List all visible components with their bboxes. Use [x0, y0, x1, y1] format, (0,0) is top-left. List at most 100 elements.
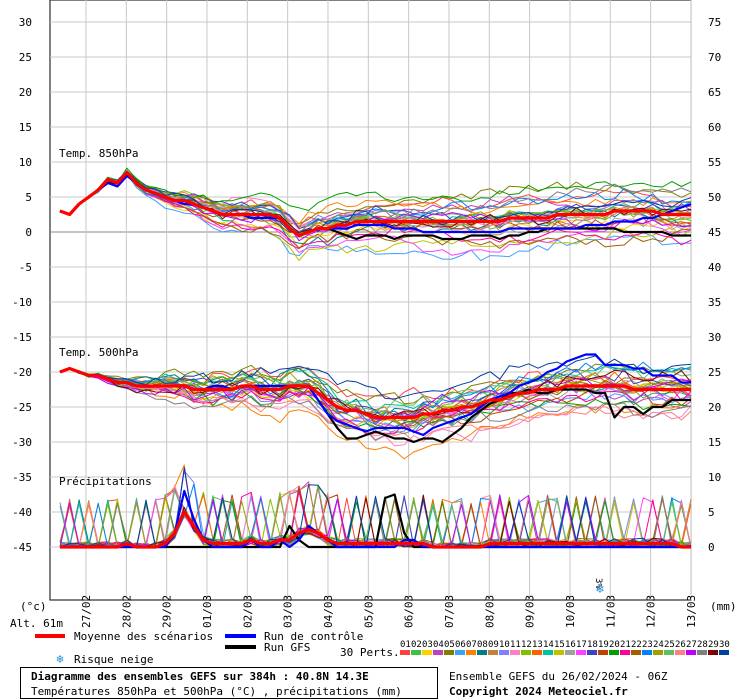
x-tick-label: 07/03 — [443, 595, 456, 628]
right-tick-label: 55 — [708, 156, 721, 169]
right-tick-label: 5 — [708, 506, 715, 519]
pert-legend-swatch — [697, 650, 707, 655]
pert-legend-swatch — [554, 650, 564, 655]
pert-legend-swatch — [631, 650, 641, 655]
left-tick-label: 30 — [19, 16, 32, 29]
right-tick-label: 60 — [708, 121, 721, 134]
pert-legend-label: 24 — [653, 640, 664, 650]
x-tick-label: 29/02 — [161, 595, 174, 628]
pert-legend-swatch — [499, 650, 509, 655]
pert-legend-swatch — [653, 650, 663, 655]
pert-legend-swatch — [510, 650, 520, 655]
left-tick-label: 0 — [25, 226, 32, 239]
pert-legend-swatch — [598, 650, 608, 655]
legend-gfs-label: Run GFS — [264, 641, 310, 654]
left-tick-label: -35 — [12, 471, 32, 484]
pert-legend-label: 06 — [455, 640, 466, 650]
pert-legend-label: 25 — [664, 640, 675, 650]
pert-legend-swatch — [620, 650, 630, 655]
pert-legend-label: 17 — [576, 640, 587, 650]
x-tick-label: 09/03 — [524, 595, 537, 628]
right-tick-label: 20 — [708, 401, 721, 414]
perturbation-line-t500 — [59, 368, 692, 441]
pert-legend-label: 02 — [411, 640, 422, 650]
legend-snow-label: Risque neige — [74, 653, 153, 666]
left-tick-label: 25 — [19, 51, 32, 64]
run-info: Ensemble GEFS du 26/02/2024 - 06Z — [449, 670, 668, 683]
right-tick-label: 75 — [708, 16, 721, 29]
legend: Moyenne des scénarios Run de contrôle Ru… — [35, 630, 730, 666]
pert-legend-swatch — [466, 650, 476, 655]
pert-legend-swatch — [411, 650, 421, 655]
perturbation-line-t500 — [59, 368, 692, 435]
pert-legend-label: 16 — [565, 640, 576, 650]
pert-legend-swatch — [477, 650, 487, 655]
pert-legend-swatch — [576, 650, 586, 655]
series-line-t500 — [59, 366, 691, 420]
pert-legend-label: 12 — [521, 640, 532, 650]
perturbation-line-t500 — [59, 368, 692, 420]
left-tick-label: -15 — [12, 331, 32, 344]
perturbation-line-t850 — [59, 173, 692, 249]
pert-legend-label: 28 — [697, 640, 708, 650]
perturbation-line-t500 — [59, 366, 692, 412]
x-tick-label: 06/03 — [403, 595, 416, 628]
pert-legend-swatch — [609, 650, 619, 655]
pert-legend-label: 20 — [609, 640, 620, 650]
pert-legend-swatch — [708, 650, 718, 655]
left-tick-label: 5 — [25, 191, 32, 204]
footer-subtitle: Températures 850hPa et 500hPa (°C) , pré… — [31, 685, 402, 698]
left-tick-label: 10 — [19, 156, 32, 169]
perturbation-line-t850 — [59, 167, 692, 215]
perturbation-line-t500 — [59, 368, 692, 434]
pert-legend-label: 21 — [620, 640, 631, 650]
pert-legend-label: 14 — [543, 640, 554, 650]
perturbation-legend: 01 02 03 04 05 06 07 08 09 10 11 12 13 14 15 16 17 18 19 20… — [400, 640, 730, 655]
pert-legend-label: 18 — [587, 640, 598, 650]
series-line-precip — [60, 489, 691, 549]
left-tick-label: -10 — [12, 296, 32, 309]
pert-legend-swatch — [565, 650, 575, 655]
x-tick-label: 13/03 — [685, 595, 698, 628]
left-unit-label: (°c) — [20, 600, 47, 613]
pert-legend-label: 04 — [433, 640, 444, 650]
pert-legend-label: 27 — [686, 640, 697, 650]
altitude-label: Alt. 61m — [10, 617, 63, 630]
perturbation-line-t850 — [59, 173, 692, 249]
perturbation-line-t850 — [59, 171, 692, 233]
perturbation-line-t500 — [59, 367, 692, 420]
footer-title: Diagramme des ensembles GEFS sur 384h : … — [31, 670, 369, 683]
right-tick-label: 15 — [708, 436, 721, 449]
panel-label-precip: Précipitations — [59, 475, 152, 488]
pert-legend-swatch — [444, 650, 454, 655]
x-tick-label: 04/03 — [322, 595, 335, 628]
pert-legend-swatch — [422, 650, 432, 655]
pert-legend-swatch — [488, 650, 498, 655]
perturbation-line-t500 — [59, 355, 692, 400]
pert-legend-swatch — [455, 650, 465, 655]
pert-legend-label: 09 — [488, 640, 499, 650]
pert-legend-label: 29 — [708, 640, 719, 650]
pert-legend-swatch — [719, 650, 729, 655]
pert-legend-swatch — [532, 650, 542, 655]
panel-label-t500: Temp. 500hPa — [59, 346, 138, 359]
series-line-precip — [60, 510, 691, 549]
right-tick-label: 10 — [708, 471, 721, 484]
snow-percentage-label: 3% — [593, 578, 603, 589]
right-unit-label: (mm) — [710, 600, 737, 613]
right-tick-label: 45 — [708, 226, 721, 239]
pert-legend-swatch — [521, 650, 531, 655]
right-tick-label: 40 — [708, 261, 721, 274]
left-tick-label: -20 — [12, 366, 32, 379]
right-tick-label: 70 — [708, 51, 721, 64]
legend-mean-label: Moyenne des scénarios — [74, 630, 213, 643]
legend-snow-icon: ❄ — [56, 652, 63, 666]
pert-legend-label: 11 — [510, 640, 521, 650]
x-tick-label: 27/02 — [80, 595, 93, 628]
right-tick-label: 35 — [708, 296, 721, 309]
pert-legend-swatch — [664, 650, 674, 655]
perturbation-lines — [59, 167, 692, 548]
pert-legend-swatch — [433, 650, 443, 655]
